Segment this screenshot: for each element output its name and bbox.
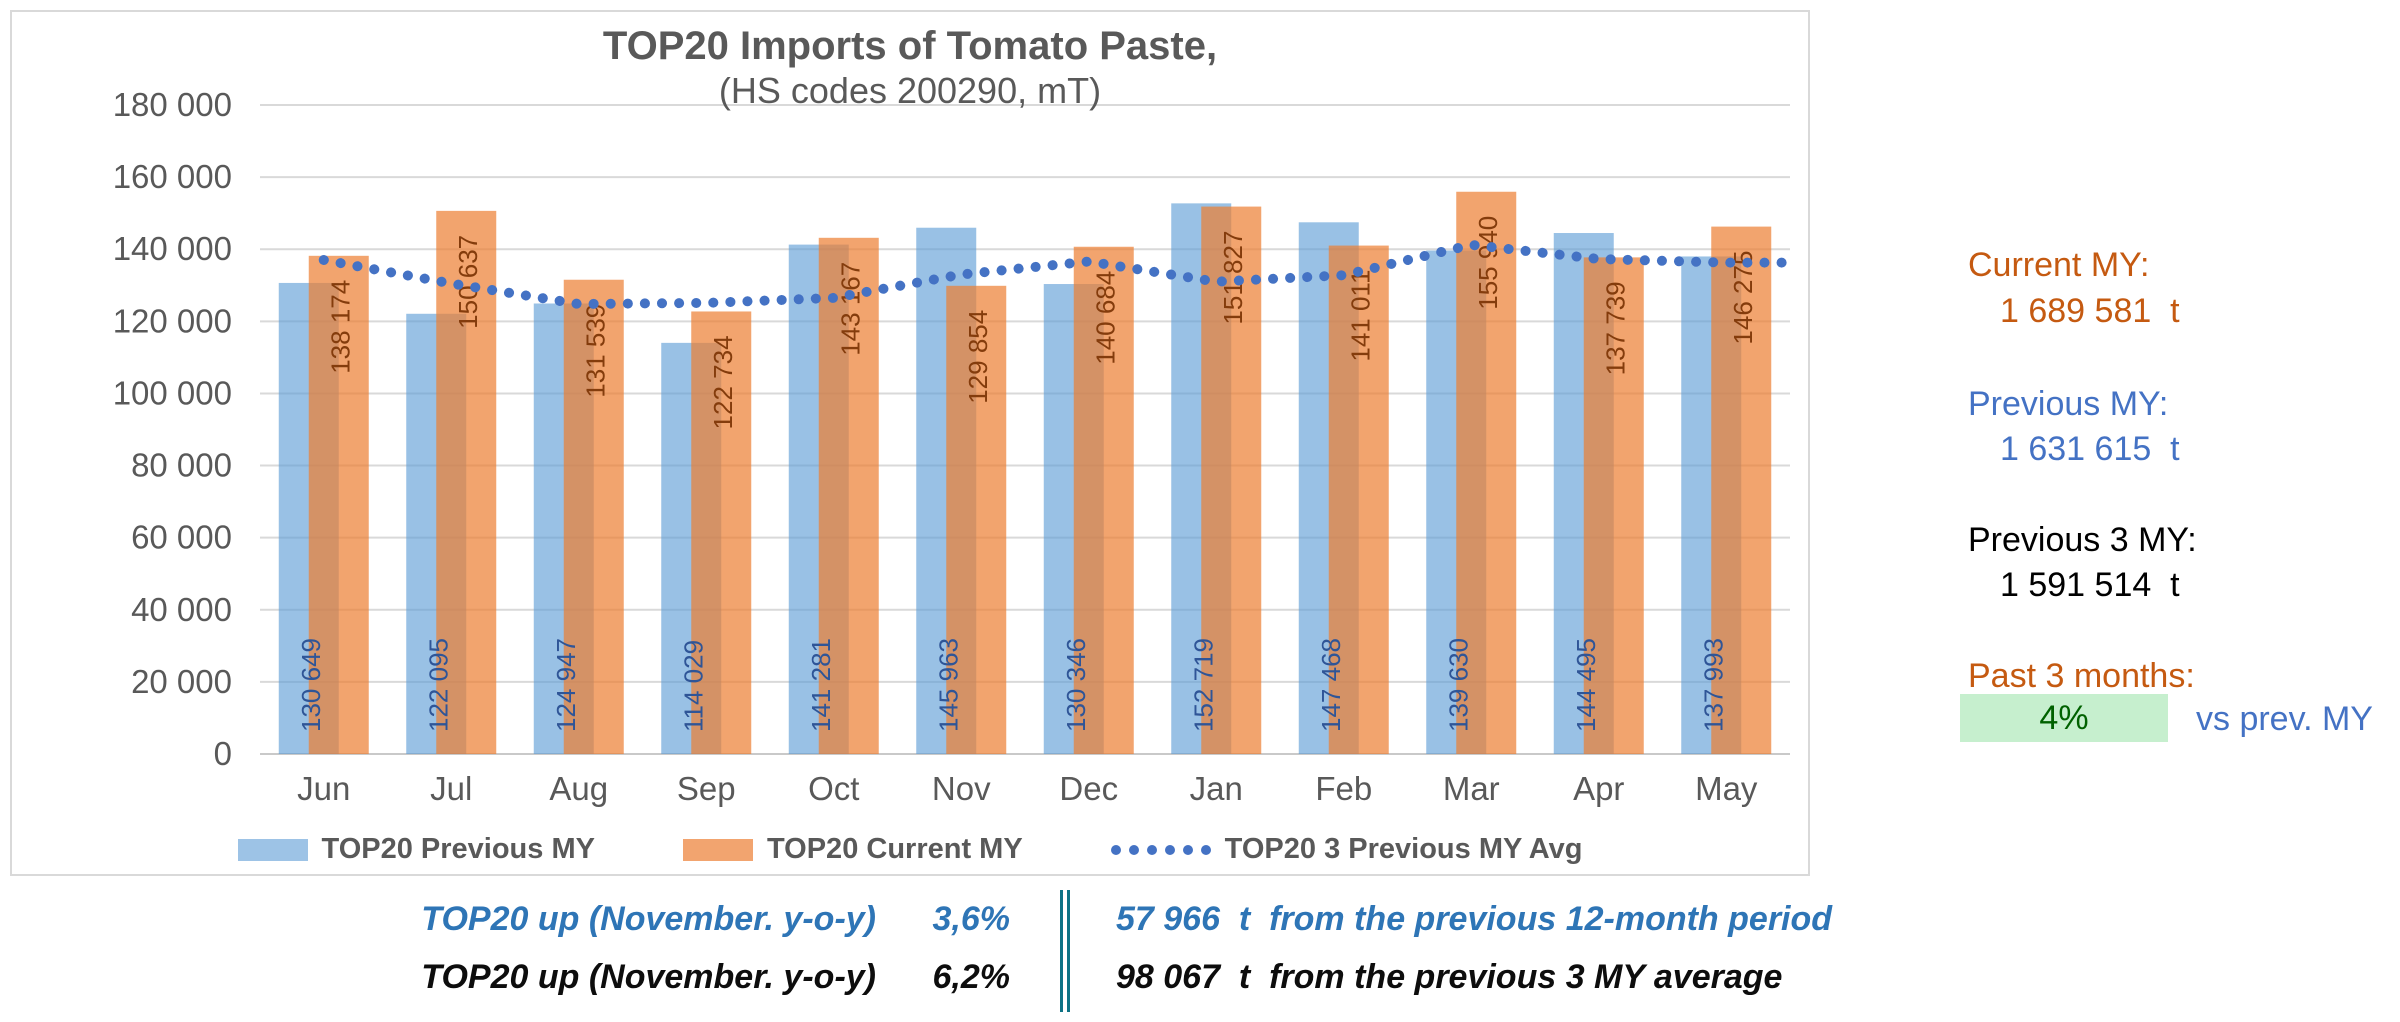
y-tick-label: 60 000 <box>131 519 232 556</box>
y-tick-label: 160 000 <box>113 158 232 195</box>
y-tick-label: 20 000 <box>131 663 232 700</box>
chart-subtitle: (HS codes 200290, mT) <box>718 70 1102 111</box>
bars-previous-my <box>278 203 1742 755</box>
bar-value-label-previous: 130 649 <box>296 638 326 732</box>
legend-item-previous-my: TOP20 Previous MY <box>237 833 595 866</box>
bar-value-label-current: 141 011 <box>1346 270 1376 362</box>
bar-value-label-current: 143 167 <box>836 262 866 356</box>
legend-label-previous-my: TOP20 Previous MY <box>321 833 595 865</box>
y-tick-label: 40 000 <box>131 591 232 628</box>
footer-row1-pct: 3,6% <box>932 900 1011 938</box>
bar-current-my <box>1073 246 1134 754</box>
footer-row2-pct: 6,2% <box>932 958 1011 996</box>
y-tick-label: 120 000 <box>113 302 232 339</box>
vs-prev-my-label: vs prev. MY <box>2196 700 2373 738</box>
bar-current-my <box>308 255 369 754</box>
bar-value-label-current: 155 940 <box>1473 216 1503 310</box>
bar-value-label-previous: 137 993 <box>1698 638 1728 732</box>
bar-value-label-current: 140 684 <box>1091 271 1121 365</box>
bar-value-labels-previous: 130 649 122 095 124 947 114 029 141 281 145 9… <box>296 638 1729 732</box>
bar-value-label-current: 138 174 <box>326 280 356 374</box>
month-label: Feb <box>1315 770 1372 807</box>
bar-value-label-current: 137 739 <box>1601 281 1631 375</box>
month-label: Jun <box>297 770 350 807</box>
bars-current-my <box>308 191 1772 755</box>
month-label: Dec <box>1059 770 1118 807</box>
bar-value-label-current: 122 734 <box>708 335 738 429</box>
avg-dotted-line <box>318 239 1787 310</box>
bar-current-my <box>1711 226 1772 755</box>
bar-value-label-current: 129 854 <box>963 310 993 404</box>
past-3-months-label: Past 3 months: <box>1968 657 2195 695</box>
footer-teal-divider <box>1060 890 1070 1012</box>
previous-my-value: 1 631 615 t <box>2000 430 2180 468</box>
y-tick-label: 140 000 <box>113 230 232 267</box>
month-label: Apr <box>1573 770 1624 807</box>
month-label: Mar <box>1443 770 1500 807</box>
y-gridlines <box>260 104 1790 755</box>
imports-bar-chart-plot: 0 20 000 40 000 60 000 80 000 100 000 120 000 1… <box>113 86 1790 807</box>
month-label: Sep <box>677 770 736 807</box>
footer-row1-detail: 57 966 t from the previous 12-month peri… <box>1116 900 1833 938</box>
legend-item-3my-avg: TOP20 3 Previous MY Avg <box>1110 833 1583 866</box>
month-label: Aug <box>549 770 608 807</box>
bar-value-label-previous: 114 029 <box>678 640 708 732</box>
past-3-months-badge: 4% <box>1960 694 2168 742</box>
imports-chart-frame: 0 20 000 40 000 60 000 80 000 100 000 120 000 1… <box>10 10 1810 876</box>
legend-label-3my-avg: TOP20 3 Previous MY Avg <box>1224 833 1583 865</box>
bar-current-my <box>691 311 752 754</box>
previous-3my-value: 1 591 514 t <box>2000 566 2180 604</box>
bar-value-label-previous: 122 095 <box>423 638 453 732</box>
footer-row2-detail: 98 067 t from the previous 3 MY average <box>1116 958 1783 996</box>
bar-value-label-current: 131 539 <box>581 304 611 398</box>
y-axis-labels: 0 20 000 40 000 60 000 80 000 100 000 120 000 1… <box>113 86 232 772</box>
current-my-value: 1 689 581 t <box>2000 292 2180 330</box>
bar-value-label-previous: 141 281 <box>806 638 836 732</box>
month-label: Jul <box>430 770 472 807</box>
bar-current-my <box>818 237 879 755</box>
bar-current-my <box>1583 257 1644 754</box>
y-tick-label: 80 000 <box>131 447 232 484</box>
y-tick-label: 100 000 <box>113 374 232 411</box>
chart-title: TOP20 Imports of Tomato Paste, <box>602 24 1218 68</box>
legend-swatch-previous-my <box>237 838 308 861</box>
bar-value-label-previous: 147 468 <box>1316 638 1346 732</box>
current-my-label: Current MY: <box>1968 246 2150 284</box>
y-tick-label: 180 000 <box>113 86 232 123</box>
month-label: Oct <box>808 770 859 807</box>
legend-label-current-my: TOP20 Current MY <box>766 833 1023 865</box>
month-label: Nov <box>932 770 991 807</box>
bar-current-my <box>1456 191 1517 755</box>
bar-current-my <box>1201 206 1262 754</box>
month-axis-labels: Jun Jul Aug Sep Oct Nov Dec Jan Feb Mar Apr May <box>297 770 1758 807</box>
chart-legend: TOP20 Previous MY TOP20 Current MY TOP20… <box>12 833 1808 866</box>
footer-summary: TOP20 up (November. y-o-y) 3,6% 57 966 t… <box>0 888 1900 1022</box>
bar-value-label-previous: 130 346 <box>1061 638 1091 732</box>
bar-current-my <box>946 285 1007 754</box>
bar-current-my <box>563 279 624 754</box>
legend-dotted-line-swatch <box>1110 844 1211 855</box>
bar-value-label-previous: 124 947 <box>551 638 581 732</box>
bar-current-my <box>436 210 497 754</box>
footer-row2-label: TOP20 up (November. y-o-y) <box>421 958 876 996</box>
previous-3my-label: Previous 3 MY: <box>1968 521 2197 559</box>
month-label: May <box>1695 770 1758 807</box>
bar-value-label-previous: 152 719 <box>1188 638 1218 732</box>
legend-item-current-my: TOP20 Current MY <box>682 833 1023 866</box>
bar-value-label-previous: 144 495 <box>1571 638 1601 732</box>
bar-value-label-previous: 145 963 <box>933 638 963 732</box>
bar-current-my <box>1328 245 1389 754</box>
legend-swatch-current-my <box>682 838 753 861</box>
previous-my-label: Previous MY: <box>1968 385 2169 423</box>
y-tick-label: 0 <box>214 735 232 772</box>
footer-row1-label: TOP20 up (November. y-o-y) <box>421 900 876 938</box>
bar-value-label-previous: 139 630 <box>1443 638 1473 732</box>
month-label: Jan <box>1190 770 1243 807</box>
